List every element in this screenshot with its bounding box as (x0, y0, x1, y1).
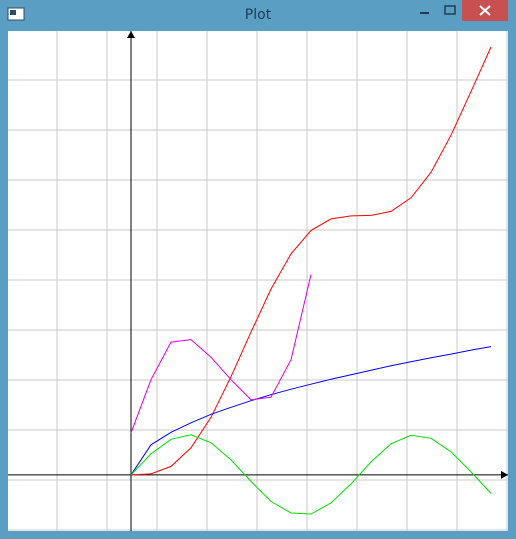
y-axis-arrow (127, 31, 135, 38)
curve (130, 346, 492, 476)
app-icon-detail (10, 10, 16, 15)
minimize-button[interactable] (412, 0, 438, 21)
window-title: Plot (244, 7, 272, 23)
curve (130, 46, 492, 476)
curve (130, 274, 312, 433)
x-axis-arrow (501, 470, 508, 479)
plot-area (8, 31, 508, 531)
curve (130, 434, 492, 515)
maximize-button[interactable] (438, 0, 462, 21)
close-button[interactable] (462, 0, 508, 21)
